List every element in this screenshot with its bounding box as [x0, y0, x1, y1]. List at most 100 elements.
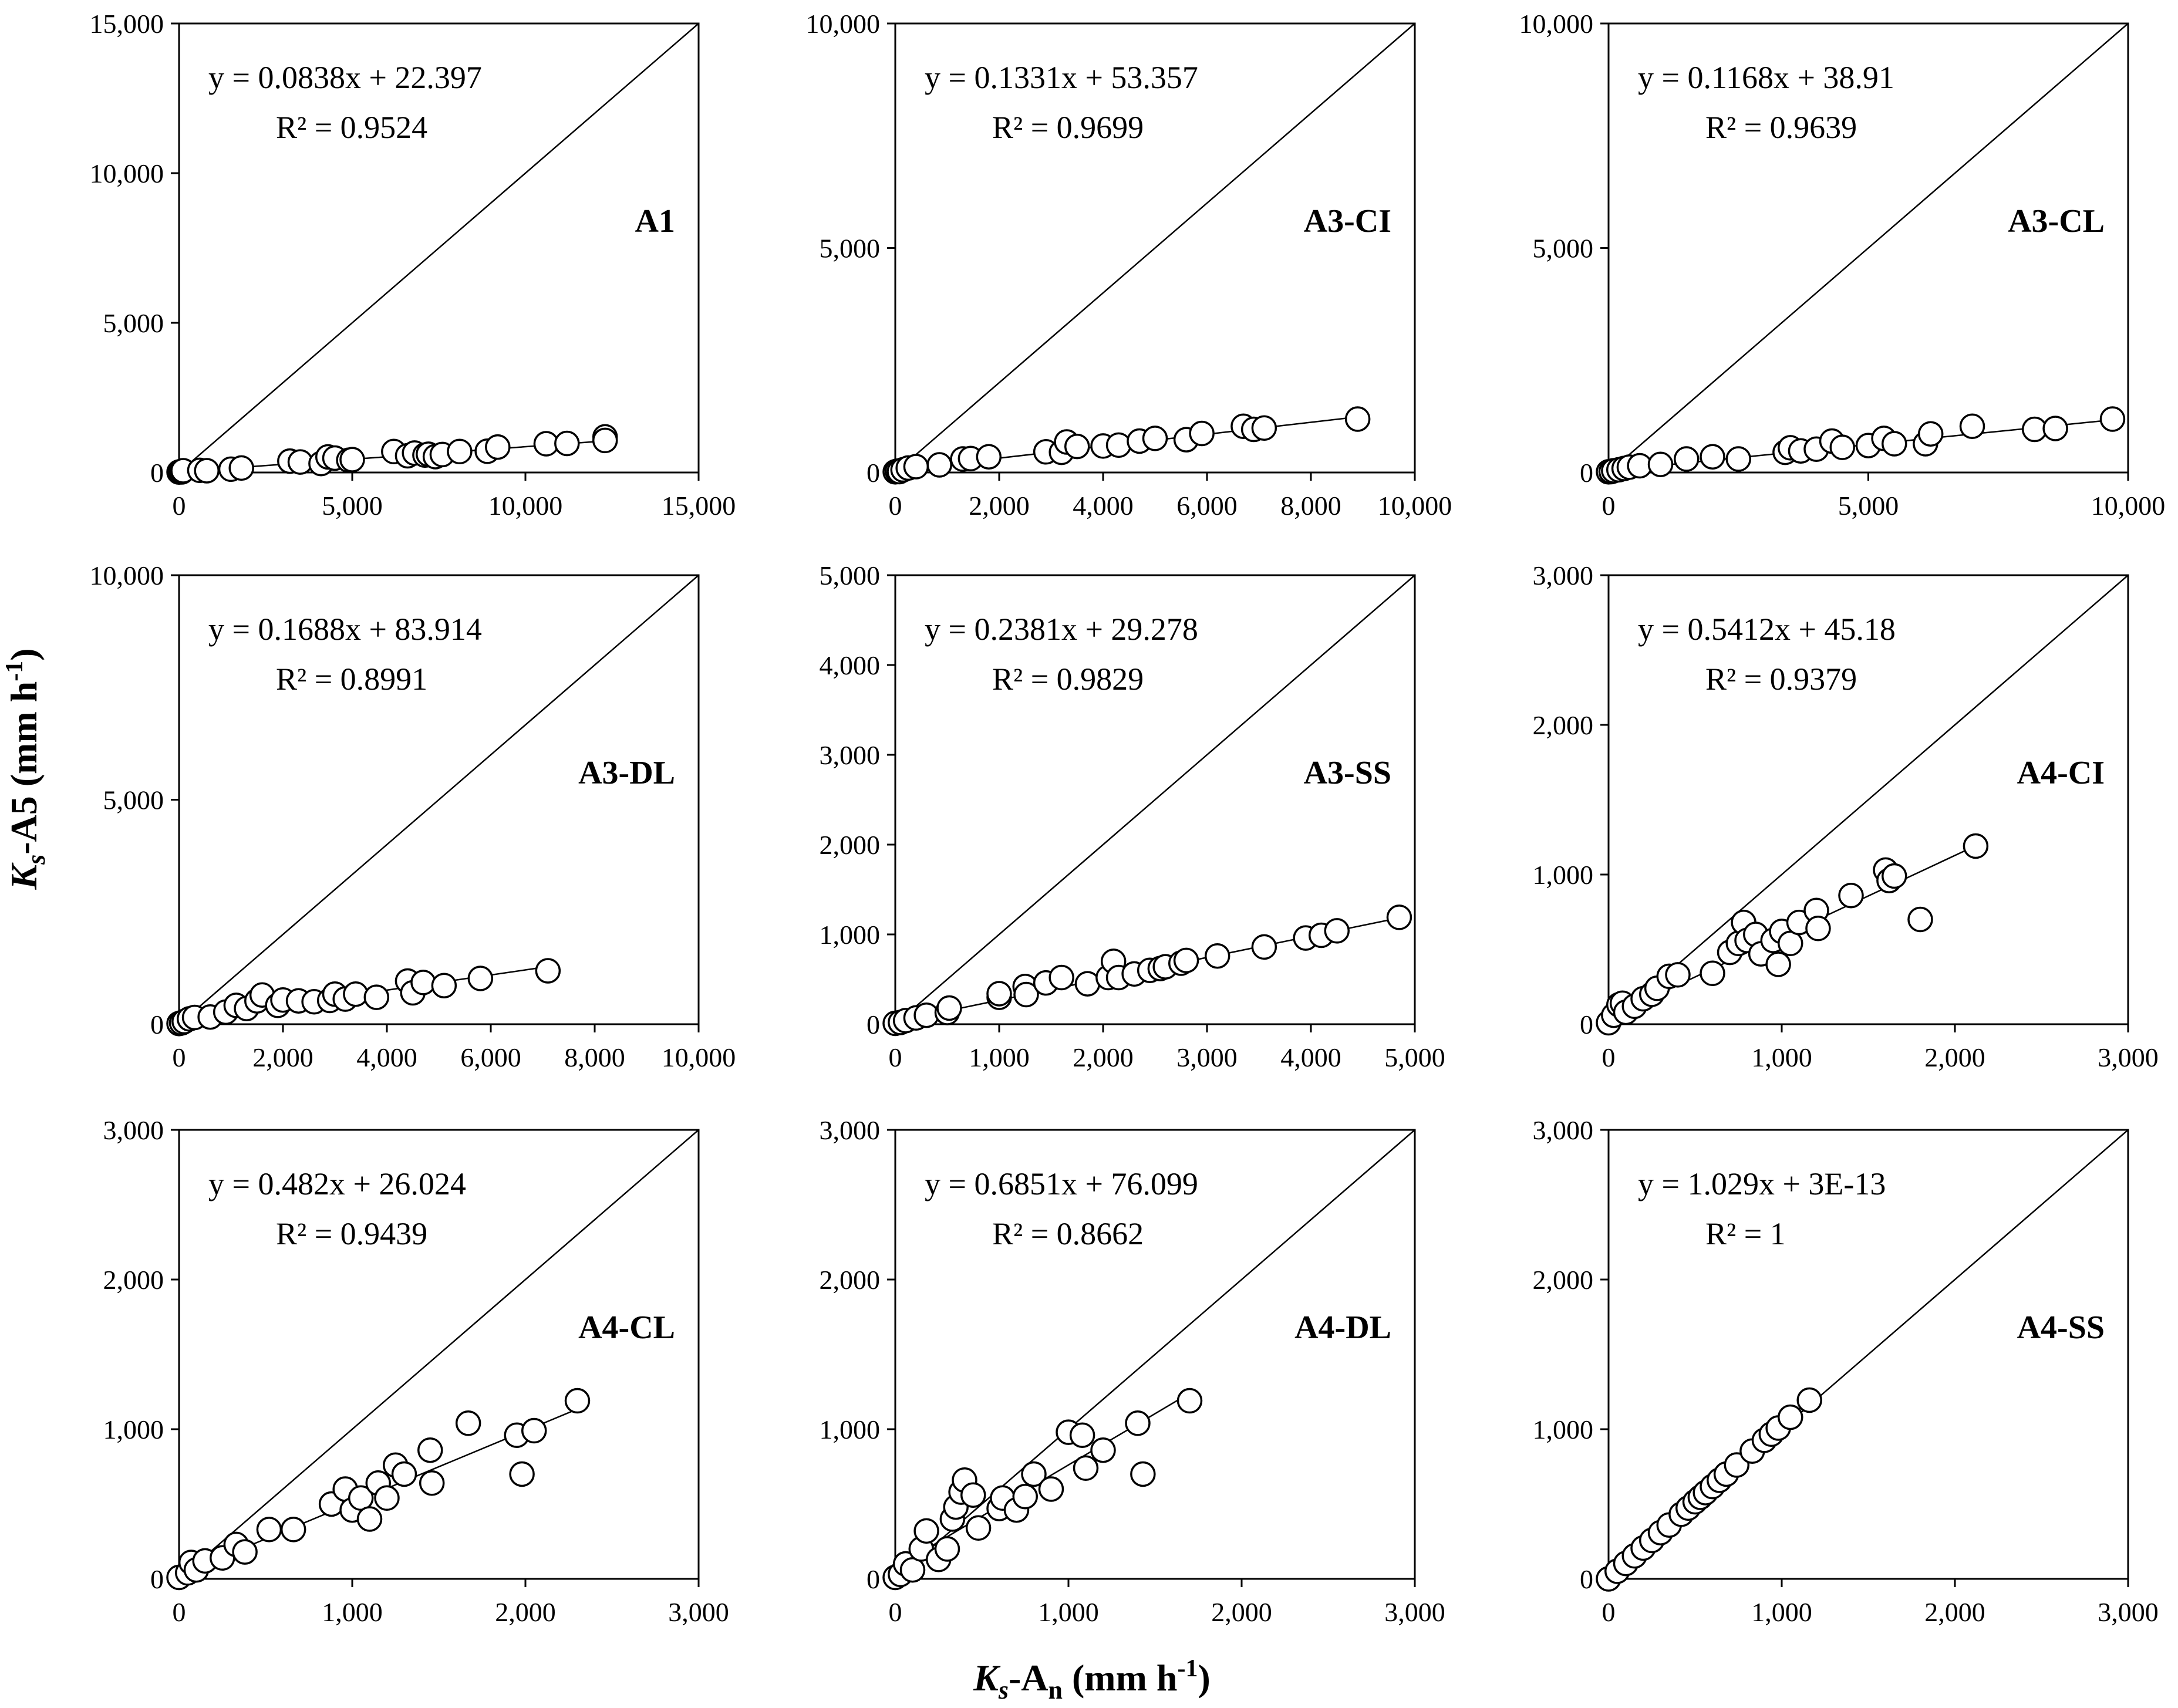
plot-frame [894, 1129, 1416, 1580]
x-tick-label: 3,000 [2098, 1597, 2159, 1627]
y-tick-label: 2,000 [103, 1265, 164, 1295]
x-tick-label: 5,000 [1838, 491, 1899, 521]
x-tick-label: 4,000 [356, 1042, 417, 1072]
data-point [391, 1461, 417, 1487]
panel-a4-ss: 0 1,000 2,000 3,000 0 1,000 2,000 3,000 y = 1.02… [1533, 1115, 2159, 1627]
data-point [592, 427, 618, 454]
data-point [965, 1515, 992, 1541]
data-point [374, 1485, 400, 1511]
data-point [926, 452, 952, 478]
x-tick-label: 10,000 [1378, 491, 1452, 521]
x-tick-label: 8,000 [1280, 491, 1341, 521]
x-tick-label: 5,000 [322, 491, 383, 521]
data-point [934, 1536, 960, 1562]
y-axis-title-sup: -1 [1, 661, 28, 681]
one-to-one-line [895, 23, 1415, 473]
data-point [2099, 406, 2126, 432]
x-axis-title-mid: -A [1009, 1657, 1048, 1699]
x-tick-label: 1,000 [322, 1597, 383, 1627]
y-tick-label: 10,000 [1519, 9, 1594, 39]
x-axis-title-rest: (mm h [1063, 1657, 1178, 1699]
data-point [913, 1518, 939, 1544]
panel-a3-dl: 0 2,000 4,000 6,000 8,000 10,000 0 5,000 10,000 y… [90, 561, 736, 1072]
data-point [521, 1417, 547, 1444]
x-tick-label: 15,000 [662, 491, 736, 521]
x-tick-label: 1,000 [1038, 1597, 1099, 1627]
panel-label: A3-CI [1304, 203, 1391, 239]
panel-label: A3-SS [1304, 755, 1391, 791]
x-tick-label: 2,000 [1924, 1597, 1985, 1627]
data-point [232, 1539, 258, 1565]
y-tick-label: 0 [1580, 1010, 1593, 1039]
panel-label: A4-SS [2017, 1309, 2105, 1346]
x-tick-label: 0 [889, 491, 902, 521]
panel-label: A4-CI [2017, 755, 2105, 791]
x-tick-label: 5,000 [1384, 1042, 1445, 1072]
y-tick-label: 2,000 [820, 830, 881, 860]
y-tick-label: 1,000 [103, 1415, 164, 1444]
y-tick-label: 4,000 [820, 650, 881, 680]
x-tick-label: 0 [889, 1042, 902, 1072]
y-tick-label: 5,000 [1533, 234, 1594, 264]
y-tick-label: 10,000 [90, 158, 164, 188]
x-tick-label: 2,000 [252, 1042, 313, 1072]
one-to-one-line [895, 575, 1415, 1025]
panels-container: 0 5,000 10,000 15,000 0 5,000 10,000 15,000 y = … [90, 9, 2166, 1627]
data-point [1173, 947, 1199, 974]
regression-equation: y = 0.1688x + 83.914 [208, 612, 482, 647]
y-tick-label: 1,000 [820, 920, 881, 950]
x-axis-title-k: K [973, 1657, 1001, 1699]
data-point [343, 981, 369, 1007]
data-point [194, 458, 220, 484]
regression-equation: y = 0.6851x + 76.099 [925, 1166, 1198, 1201]
r-squared: R² = 1 [1705, 1216, 1786, 1251]
y-tick-label: 3,000 [1533, 1115, 1594, 1145]
data-point [1069, 1422, 1095, 1448]
data-point [1013, 981, 1039, 1008]
y-tick-label: 0 [1580, 1564, 1593, 1594]
regression-equation: y = 0.5412x + 45.18 [1638, 612, 1896, 647]
r-squared: R² = 0.9699 [992, 110, 1144, 145]
y-tick-label: 5,000 [103, 308, 164, 338]
data-point [1700, 444, 1725, 470]
data-point [554, 430, 580, 457]
data-point [1725, 446, 1751, 472]
data-point [1907, 906, 1933, 933]
x-tick-label: 1,000 [969, 1042, 1030, 1072]
regression-equation: y = 1.029x + 3E-13 [1638, 1166, 1886, 1201]
data-point [1805, 916, 1831, 941]
data-point [936, 995, 962, 1021]
x-tick-label: 1,000 [1751, 1042, 1812, 1072]
data-point [1829, 434, 1855, 460]
data-point [986, 981, 1012, 1007]
x-tick-label: 10,000 [2091, 491, 2166, 521]
y-tick-label: 2,000 [1533, 1265, 1594, 1295]
data-point [1142, 426, 1168, 451]
y-tick-label: 3,000 [103, 1115, 164, 1145]
data-point [1959, 413, 1985, 439]
plot-frame [1607, 1129, 2129, 1580]
data-point [1665, 962, 1691, 988]
panel-a3-ci: 0 2,000 4,000 6,000 8,000 10,000 0 5,000 10,000 y… [806, 9, 1452, 521]
x-tick-label: 3,000 [2098, 1042, 2159, 1072]
x-tick-label: 2,000 [1924, 1042, 1985, 1072]
data-point [1324, 918, 1350, 944]
x-tick-label: 2,000 [495, 1597, 556, 1627]
data-point [2042, 416, 2068, 441]
y-axis-title-rest: -A5 (mm h [3, 681, 45, 855]
one-to-one-line [1608, 23, 2129, 473]
data-point [1125, 1410, 1151, 1436]
plot-frame [178, 1129, 700, 1580]
data-point [1882, 431, 1907, 457]
data-point [228, 455, 254, 481]
one-to-one-line [1608, 575, 2129, 1025]
data-point [280, 1517, 306, 1542]
r-squared: R² = 0.9829 [992, 661, 1144, 697]
data-point [356, 1506, 383, 1532]
x-tick-label: 0 [173, 491, 186, 521]
y-axis-title-s: s [22, 855, 50, 865]
data-point [1647, 451, 1674, 477]
r-squared: R² = 0.8991 [276, 661, 427, 697]
data-point [1189, 420, 1215, 447]
